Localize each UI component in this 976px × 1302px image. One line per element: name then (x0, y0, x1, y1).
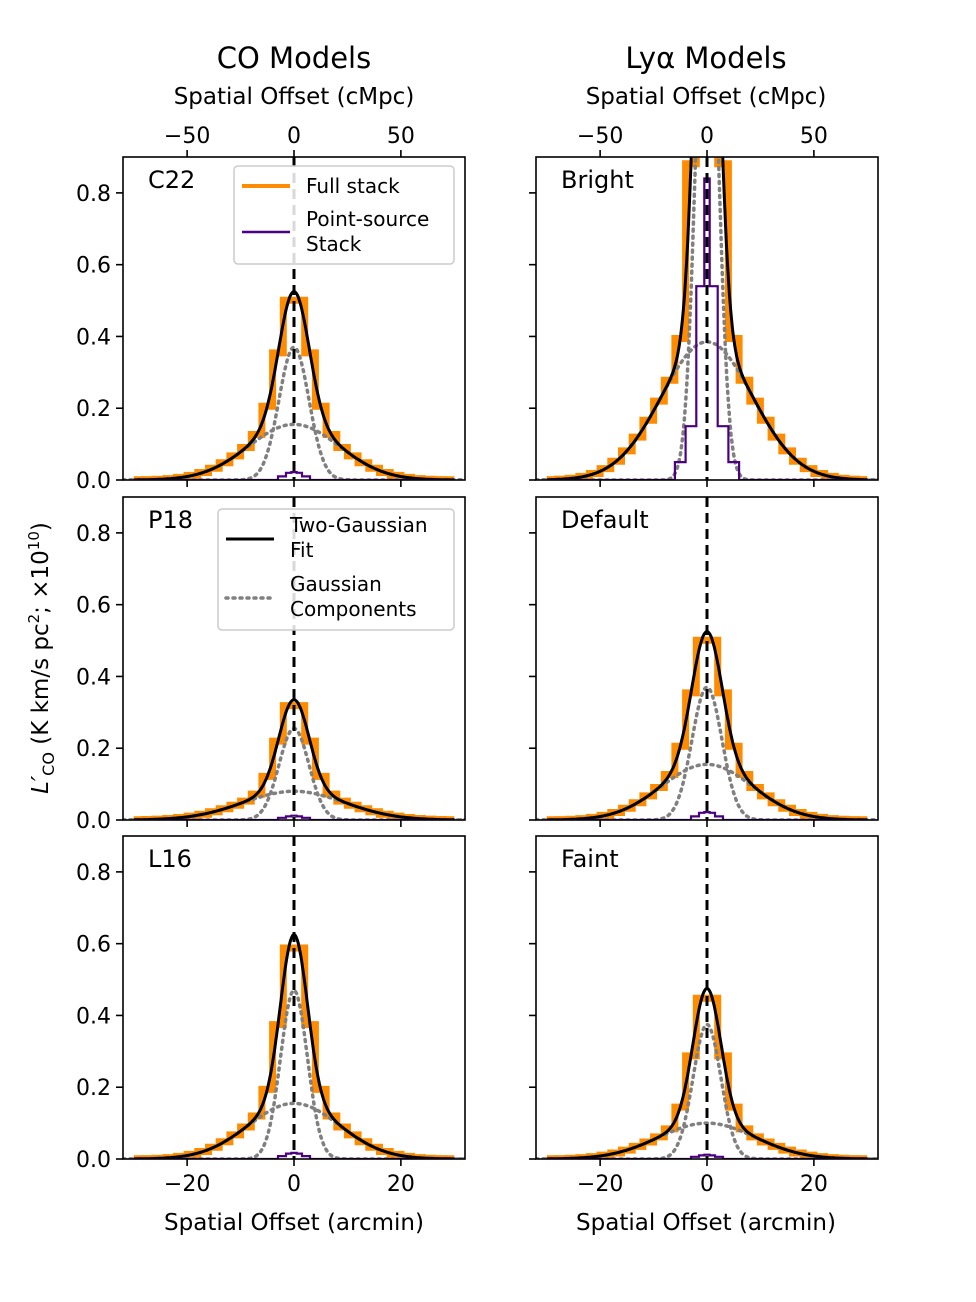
x-tick-label: −20 (577, 1172, 623, 1197)
plot-area (123, 497, 465, 820)
x-tick-label: 0 (700, 1172, 714, 1197)
gaussian-component-narrow (536, 685, 878, 820)
top-x-tick-label: 0 (287, 124, 301, 149)
panel-title: P18 (148, 506, 193, 534)
y-axis-label-sub: CO (39, 752, 58, 776)
point-source-histogram (133, 471, 455, 480)
y-axis-label-sup10: 10 (25, 531, 43, 550)
top-x-tick-label: 0 (700, 124, 714, 149)
y-tick-label: 0.0 (76, 809, 111, 834)
y-axis-label-sup2: 2 (25, 614, 43, 624)
x-tick-label: −20 (164, 1172, 210, 1197)
panel-title: C22 (148, 166, 195, 194)
x-tick-label: 0 (287, 1172, 301, 1197)
two-gaussian-fit (546, 157, 868, 480)
legend-fit-label-1: Two-Gaussian (289, 513, 428, 537)
top-x-tick-label: −50 (164, 124, 210, 149)
panel-bright: −50 0 50 Bright (529, 124, 879, 487)
y-tick-label: 0.2 (76, 397, 111, 422)
point-source-histogram (133, 1151, 455, 1159)
col-title-co: CO Models (217, 41, 371, 75)
y-axis-label-rest2: ; ×10 (28, 550, 54, 614)
plot-area (536, 497, 878, 820)
col-title-lya: Lyα Models (625, 41, 786, 75)
y-tick-label: 0.8 (76, 861, 111, 886)
two-gaussian-fit (133, 698, 455, 820)
y-tick-label: 0.6 (76, 933, 111, 958)
panel-title: Bright (561, 166, 634, 194)
bottom-xlabel-right: Spatial Offset (arcmin) (576, 1210, 836, 1236)
y-tick-label: 0.4 (76, 665, 111, 690)
top-x-tick-label: 50 (800, 124, 828, 149)
panel-default: Default (529, 496, 879, 827)
legend-full-stack-label: Full stack (306, 174, 400, 198)
legend-point-source-label-1: Point-source (306, 207, 429, 231)
x-tick-label: 20 (387, 1172, 415, 1197)
legend-point-source-label-2: Stack (306, 232, 362, 256)
point-source-histogram (133, 814, 455, 820)
panel-faint: −20 0 20 Faint (529, 835, 879, 1197)
legend-fit-label-2: Fit (290, 538, 314, 562)
point-source-histogram (546, 811, 868, 820)
y-axis-label-main: L′ (28, 775, 54, 794)
y-axis-label: L′CO (K km/s pc2; ×1010) (25, 522, 58, 794)
legend-top: Full stack Point-source Stack (233, 165, 455, 265)
y-axis-label-rest: (K km/s pc (28, 623, 54, 752)
x-tick-label: 20 (800, 1172, 828, 1197)
top-x-tick-label: −50 (577, 124, 623, 149)
legend-mid-frame (217, 508, 455, 631)
panel-c22: 0.0 0.2 0.4 0.6 0.8 −50 0 50 C22 (76, 124, 466, 494)
legend-components-label-2: Components (290, 597, 417, 621)
top-x-tick-label: 50 (387, 124, 415, 149)
bottom-xlabel-left: Spatial Offset (arcmin) (164, 1210, 424, 1236)
point-source-histogram (546, 1153, 868, 1159)
plot-area (536, 157, 878, 480)
plot-area (123, 836, 465, 1159)
panel-title: L16 (148, 845, 192, 873)
legend-top-frame (233, 165, 455, 265)
y-tick-label: 0.6 (76, 254, 111, 279)
y-tick-label: 0.4 (76, 1004, 111, 1029)
gaussian-component-wide (536, 340, 878, 480)
plot-area (536, 836, 878, 1159)
legend-components-label-1: Gaussian (290, 572, 382, 596)
top-xlabel-right: Spatial Offset (cMpc) (586, 84, 827, 110)
y-tick-label: 0.4 (76, 325, 111, 350)
legend-mid: Two-Gaussian Fit Gaussian Components (217, 508, 455, 631)
y-tick-label: 0.8 (76, 182, 111, 207)
y-axis-label-end: ) (28, 522, 54, 531)
gaussian-component-narrow (123, 345, 465, 480)
panel-title: Default (561, 506, 649, 534)
panel-l16: 0.0 0.2 0.4 0.6 0.8 −20 0 20 L16 (76, 835, 466, 1197)
gaussian-component-narrow (536, 1022, 878, 1159)
y-tick-label: 0.6 (76, 594, 111, 619)
y-tick-label: 0.2 (76, 737, 111, 762)
top-xlabel-left: Spatial Offset (cMpc) (174, 84, 415, 110)
panel-title: Faint (561, 845, 619, 873)
panel-p18: 0.0 0.2 0.4 0.6 0.8 P18 (76, 496, 466, 834)
y-tick-label: 0.2 (76, 1076, 111, 1101)
y-tick-label: 0.0 (76, 1148, 111, 1173)
y-tick-label: 0.8 (76, 522, 111, 547)
y-tick-label: 0.0 (76, 469, 111, 494)
